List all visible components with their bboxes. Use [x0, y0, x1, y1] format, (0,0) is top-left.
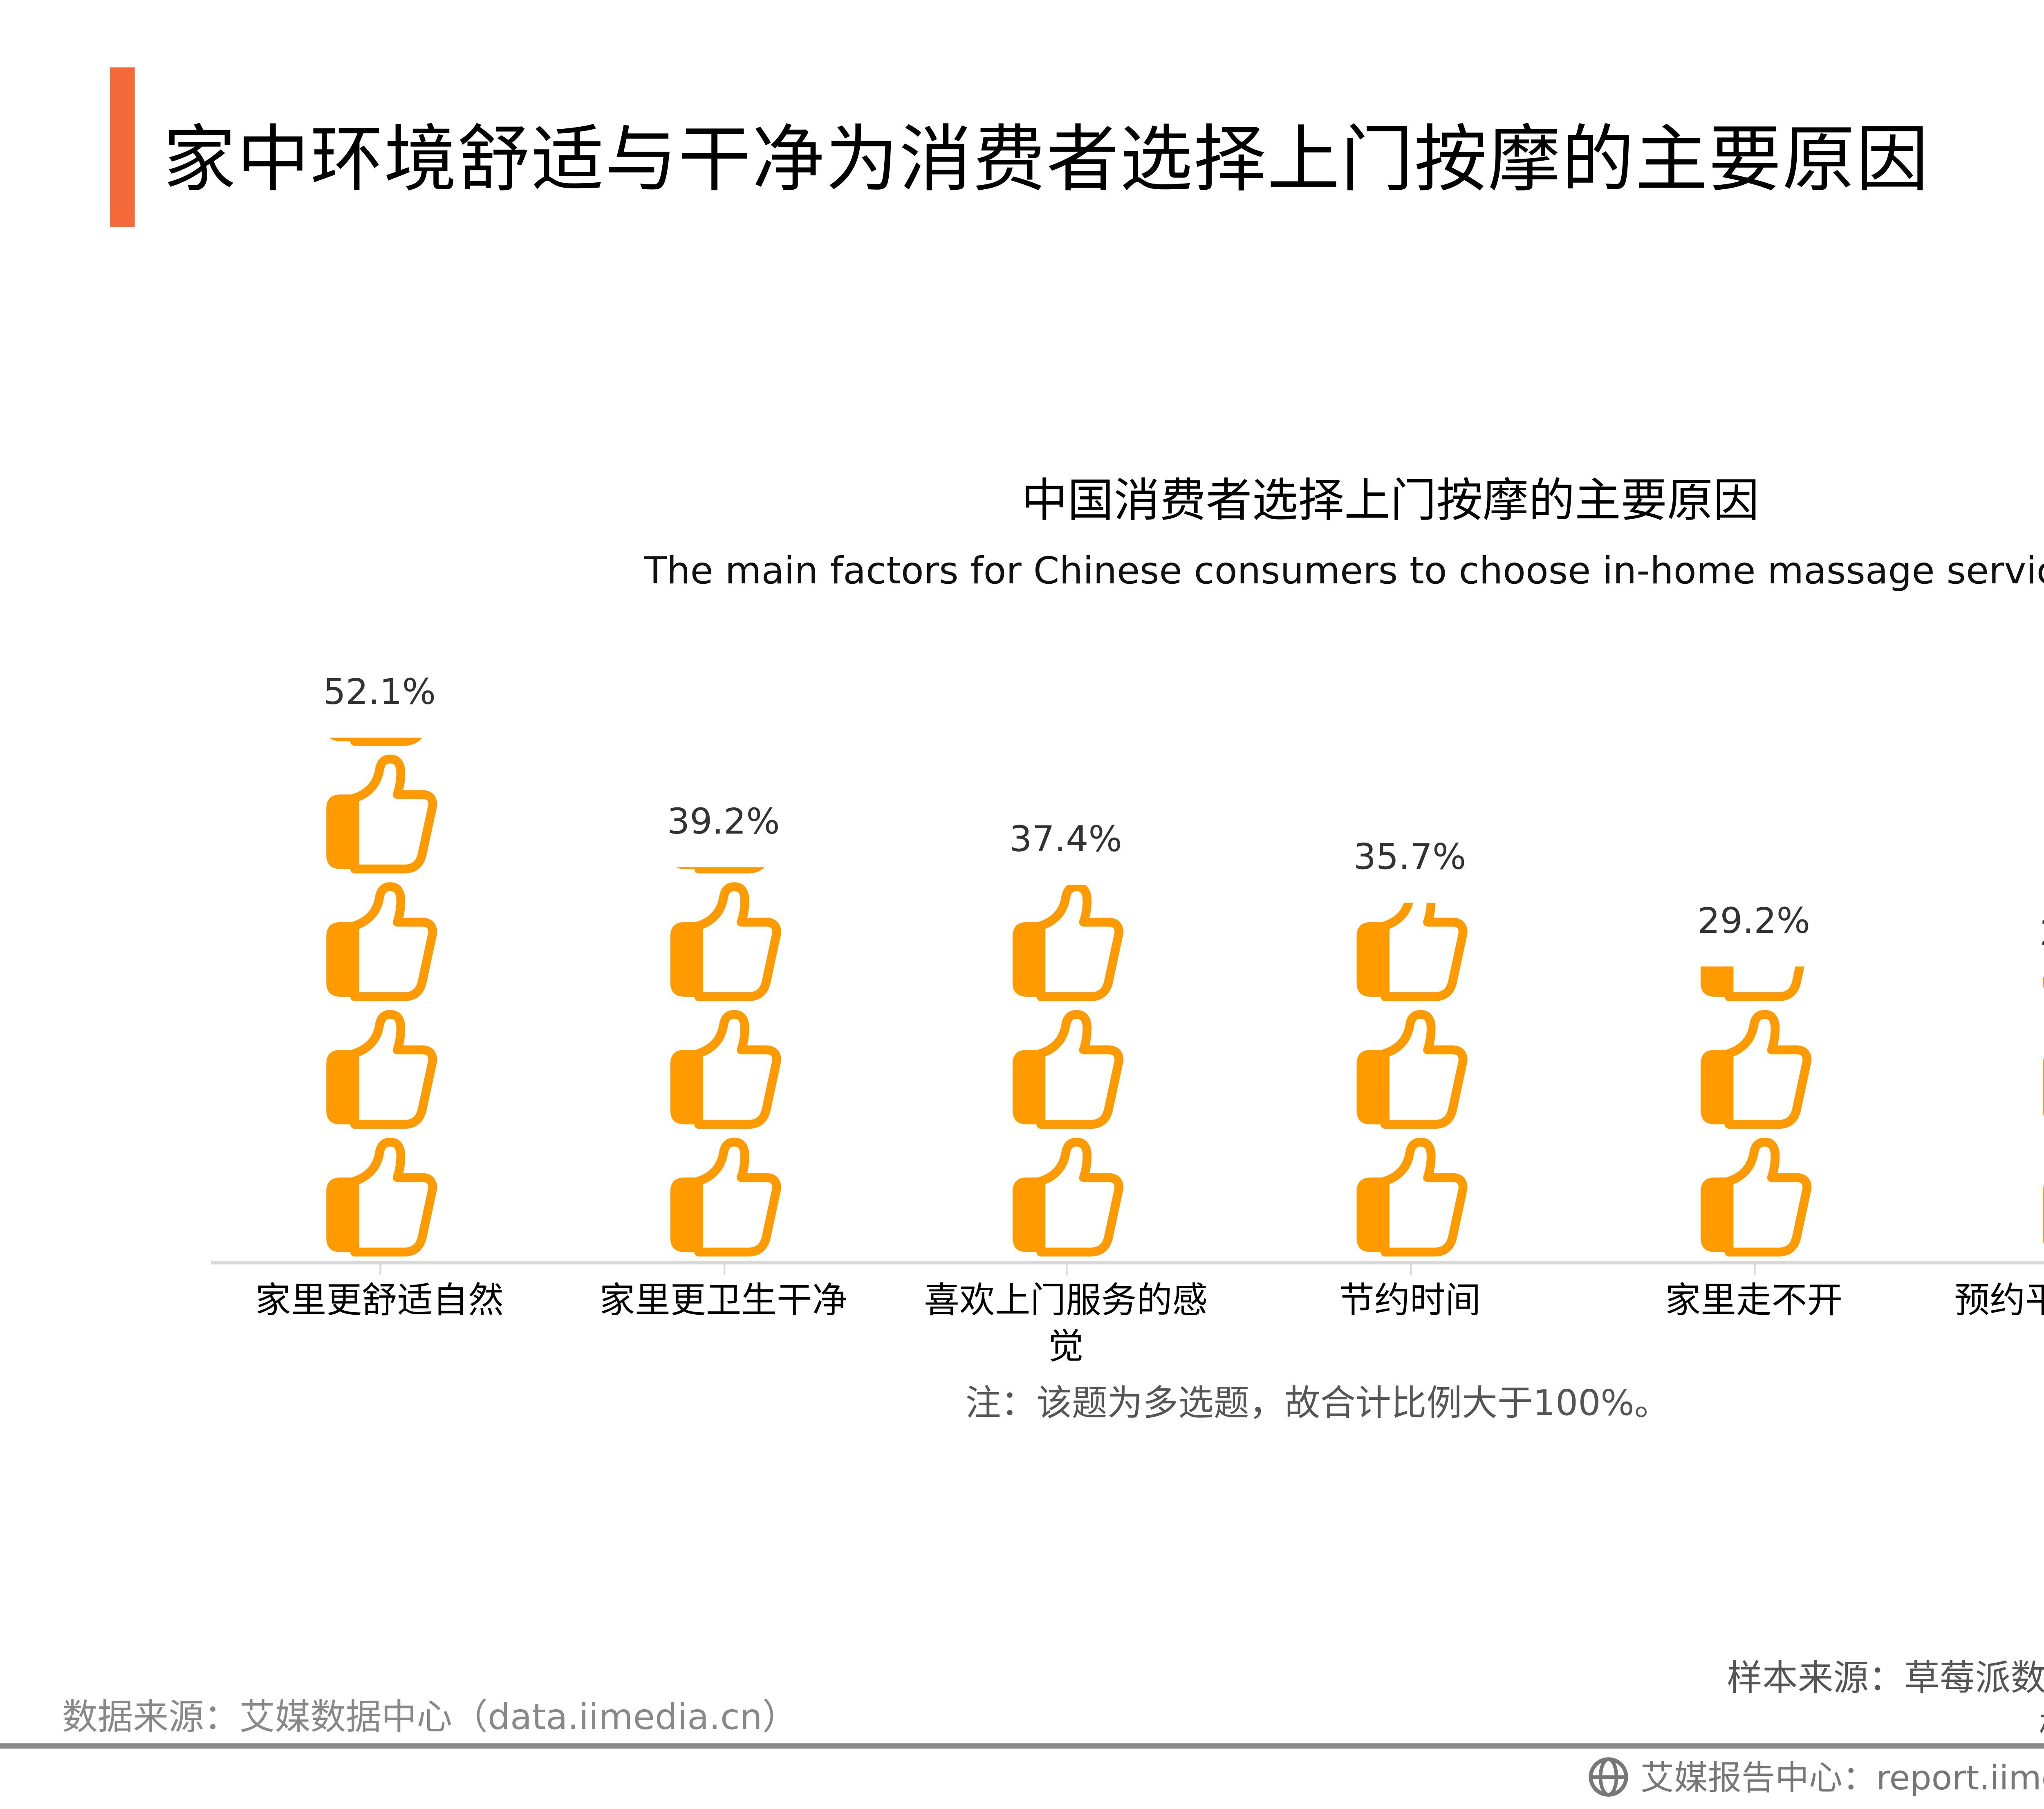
- thumbs-up-icon: [316, 1004, 443, 1131]
- category-label: 节约时间: [1339, 1278, 1481, 1321]
- axis-tick: [723, 1261, 726, 1275]
- thumbs-up-icon: [2032, 977, 2044, 1004]
- thumbs-up-icon: [1002, 1004, 1130, 1131]
- category-label: 预约平台方便可靠: [1954, 1278, 2044, 1321]
- chart-note: 注：该题为多选题，故合计比例大于100%。: [965, 1381, 1670, 1424]
- axis-tick: [1066, 1261, 1068, 1275]
- category-label: 家里更卫生干净: [599, 1278, 848, 1321]
- thumbs-up-icon: [2032, 1132, 2044, 1259]
- report-center-link[interactable]: 艾媒报告中心：report.iimedia.cn: [1640, 1759, 2044, 1798]
- category-label: 喜欢上门服务的感觉: [924, 1278, 1208, 1367]
- x-axis: [211, 1261, 2044, 1264]
- thumbs-up-icon: [660, 876, 787, 1004]
- bar-stack: [1346, 903, 1474, 1259]
- thumbs-up-icon: [1690, 1132, 1818, 1259]
- footer: 艾媒报告中心：report.iimedia.cn ©2024 iiMedia R…: [1587, 1752, 2044, 1800]
- axis-tick: [379, 1261, 381, 1275]
- value-label: 28.1%: [1990, 912, 2044, 954]
- axis-tick: [1754, 1261, 1756, 1275]
- thumbs-up-icon: [1346, 1132, 1474, 1259]
- thumbs-up-icon: [1002, 885, 1130, 1004]
- category-label: 家里走不开: [1665, 1278, 1843, 1321]
- footer-divider: [0, 1743, 2044, 1749]
- chart-subtitle: The main factors for Chinese consumers t…: [644, 549, 2044, 592]
- sample-info: 样本量：N=2095；调研时间：2024年5月: [2039, 1697, 2044, 1748]
- thumbs-up-icon: [660, 1004, 787, 1131]
- thumbs-up-icon: [1346, 903, 1474, 1004]
- thumbs-up-icon: [1690, 1004, 1818, 1131]
- axis-tick: [1410, 1261, 1412, 1275]
- page-title: 家中环境舒适与干净为消费者选择上门按摩的主要原因: [163, 117, 1930, 202]
- bar-stack: [660, 867, 787, 1259]
- value-label: 35.7%: [1353, 835, 1466, 878]
- value-label: 39.2%: [667, 800, 780, 843]
- bar-stack: [1690, 966, 1818, 1259]
- data-source: 数据来源：艾媒数据中心（data.iimedia.cn）: [62, 1695, 798, 1738]
- thumbs-up-icon: [316, 876, 443, 1004]
- bar-stack: [1002, 885, 1130, 1259]
- thumbs-up-icon: [1690, 966, 1818, 1004]
- category-label: 家里更舒适自然: [255, 1278, 504, 1321]
- value-label: 37.4%: [1009, 817, 1122, 860]
- thumbs-up-icon: [2032, 1004, 2044, 1131]
- thumbs-up-icon: [316, 1132, 443, 1259]
- thumbs-up-icon: [1002, 1132, 1130, 1259]
- thumbs-up-icon: [1346, 1004, 1474, 1131]
- thumbs-up-icon: [660, 1132, 787, 1259]
- bar-stack: [316, 737, 443, 1259]
- sample-source: 样本来源：草莓派数据调查与计算系统（survey.iimedia.cn）: [1727, 1656, 2044, 1699]
- value-label: 29.2%: [1697, 899, 1811, 942]
- globe-icon: [1589, 1756, 1628, 1796]
- thumbs-up-icon: [316, 737, 443, 749]
- thumbs-up-icon: [660, 867, 787, 876]
- value-label: 52.1%: [323, 670, 436, 713]
- thumbs-up-icon: [316, 749, 443, 876]
- chart-title: 中国消费者选择上门按摩的主要原因: [1021, 475, 1759, 529]
- bar-stack: [2032, 977, 2044, 1259]
- title-accent-bar: [110, 67, 135, 227]
